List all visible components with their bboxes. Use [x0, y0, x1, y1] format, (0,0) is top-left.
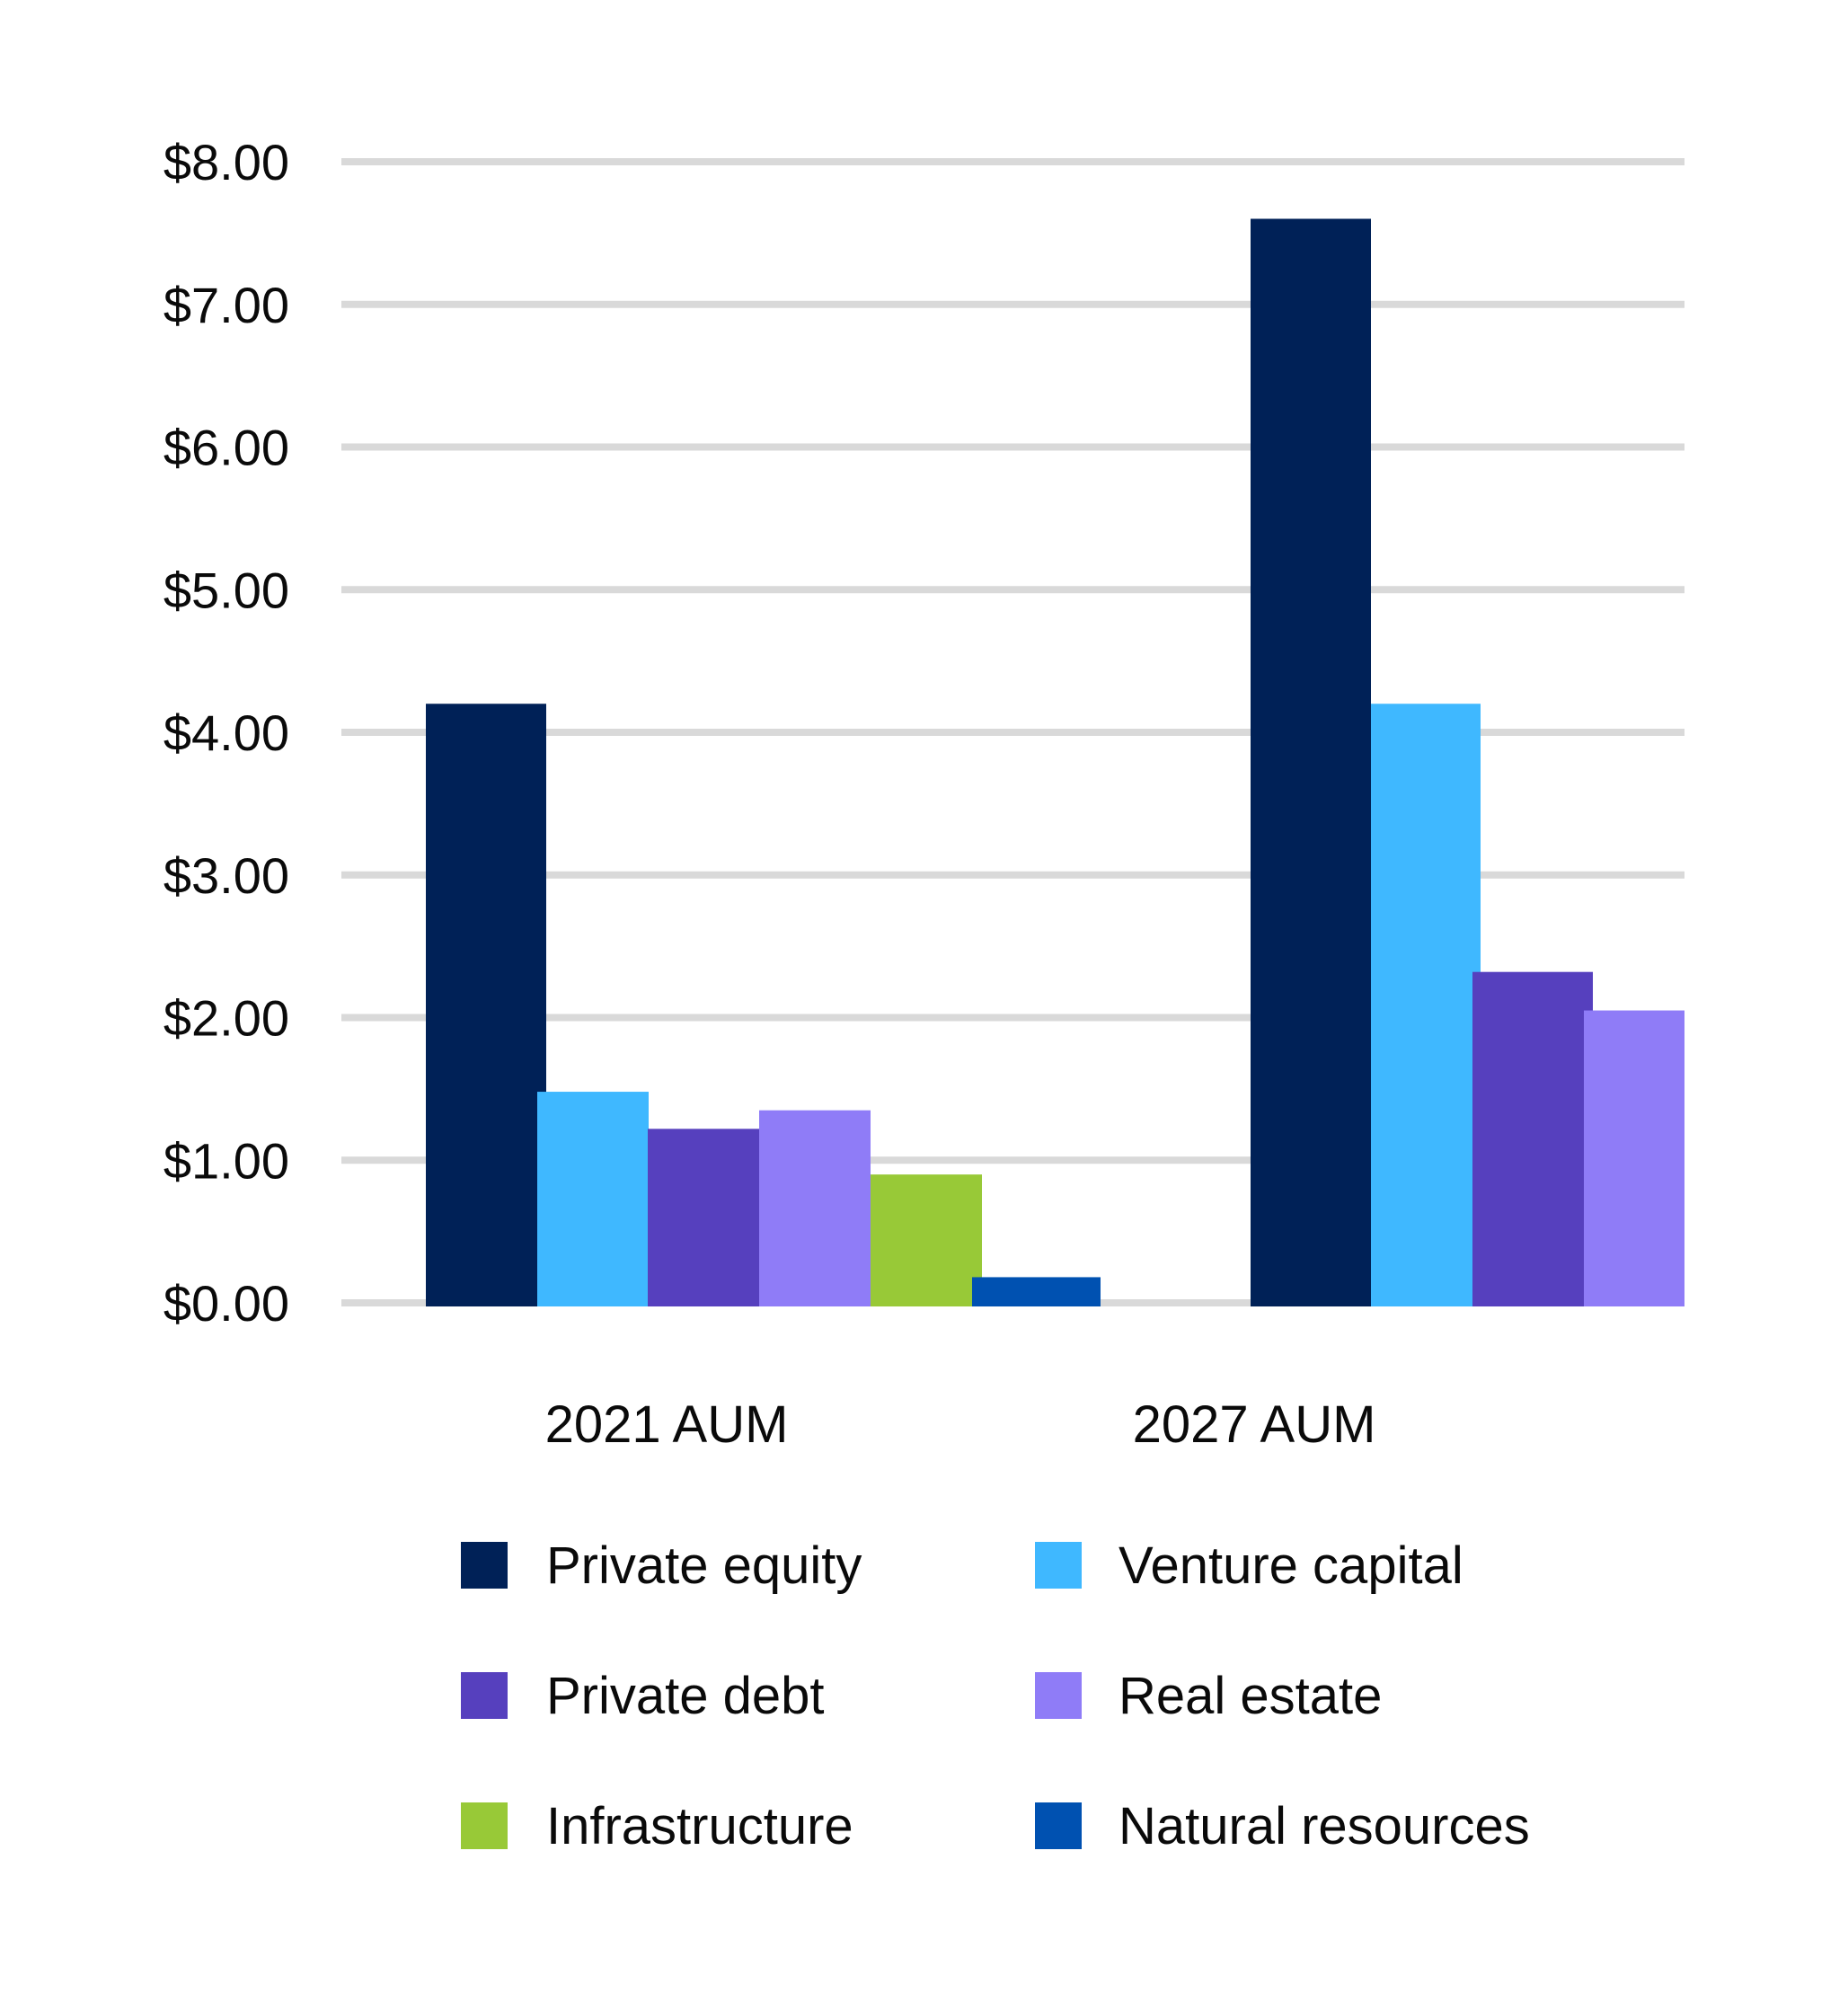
x-axis-categories: 2021 AUM 2027 AUM [545, 1395, 1376, 1454]
bars [426, 218, 1684, 1306]
legend-swatch-natural-resources [1035, 1802, 1082, 1849]
legend: Private equity Venture capital Private d… [461, 1536, 1530, 1855]
bar-infrastructure-2021-aum [871, 1174, 982, 1306]
legend-swatch-real-estate [1035, 1672, 1082, 1719]
legend-label-natural-resources: Natural resources [1119, 1797, 1530, 1855]
bar-private-equity-2027-aum [1251, 218, 1371, 1306]
bar-real-estate-2021-aum [759, 1110, 871, 1306]
legend-swatch-private-equity [461, 1542, 508, 1589]
y-tick-label: $6.00 [164, 420, 289, 476]
legend-label-private-equity: Private equity [546, 1536, 862, 1595]
y-tick-label: $0.00 [164, 1275, 289, 1332]
bar-private-debt-2027-aum [1472, 971, 1593, 1306]
category-label-2027: 2027 AUM [1133, 1395, 1376, 1454]
legend-swatch-venture-capital [1035, 1542, 1082, 1589]
bar-real-estate-2027-aum [1584, 1010, 1684, 1306]
bar-venture-capital-2021-aum [537, 1092, 649, 1306]
y-tick-label: $2.00 [164, 990, 289, 1047]
y-axis-ticks: $0.00 $1.00 $2.00 $3.00 $4.00 $5.00 $6.00 $7.00… [164, 134, 289, 1332]
y-tick-label: $5.00 [164, 562, 289, 618]
y-tick-label: $7.00 [164, 277, 289, 333]
category-label-2021: 2021 AUM [545, 1395, 789, 1454]
bar-private-equity-2021-aum [426, 704, 546, 1306]
bar-venture-capital-2027-aum [1371, 704, 1481, 1306]
bar-natural-resources-2021-aum [972, 1277, 1101, 1306]
legend-label-private-debt: Private debt [546, 1667, 825, 1725]
y-tick-label: $8.00 [164, 134, 289, 190]
y-tick-label: $1.00 [164, 1132, 289, 1189]
bar-private-debt-2021-aum [648, 1129, 759, 1306]
legend-label-real-estate: Real estate [1119, 1667, 1382, 1725]
y-tick-label: $4.00 [164, 704, 289, 761]
legend-label-infrastructure: Infrastructure [546, 1797, 853, 1855]
y-tick-label: $3.00 [164, 847, 289, 904]
legend-swatch-private-debt [461, 1672, 508, 1719]
legend-label-venture-capital: Venture capital [1119, 1536, 1463, 1595]
legend-swatch-infrastructure [461, 1802, 508, 1849]
